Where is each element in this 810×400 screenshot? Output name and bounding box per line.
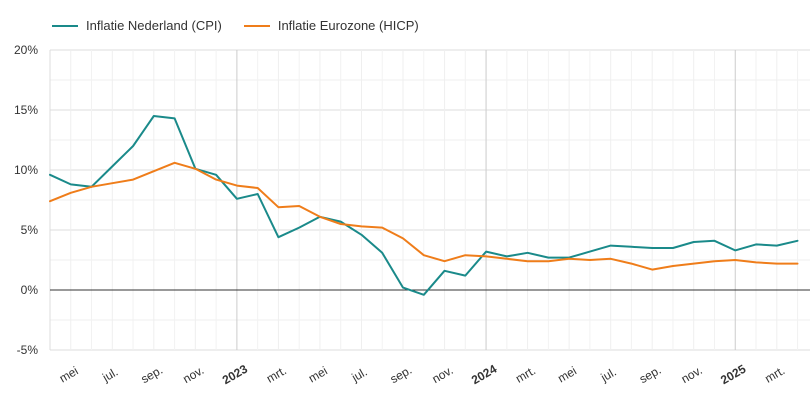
legend-swatch-nl xyxy=(52,24,78,27)
y-tick-label: 5% xyxy=(21,223,39,237)
x-tick-label: sep. xyxy=(139,363,166,386)
x-tick-label: mrt. xyxy=(762,363,787,385)
chart-legend: Inflatie Nederland (CPI) Inflatie Eurozo… xyxy=(52,18,419,33)
x-tick-label: nov. xyxy=(679,363,705,386)
legend-label-nl: Inflatie Nederland (CPI) xyxy=(86,18,222,33)
x-tick-label: mrt. xyxy=(264,363,289,385)
x-tick-label: 2024 xyxy=(469,362,499,388)
legend-label-eurozone: Inflatie Eurozone (HICP) xyxy=(277,18,419,33)
y-tick-label: -5% xyxy=(17,343,39,357)
x-tick-label: mei xyxy=(555,364,579,386)
series-line-eurozone-hicp xyxy=(49,161,799,271)
x-tick-label: jul. xyxy=(99,365,120,385)
x-tick-label: jul. xyxy=(348,365,369,385)
legend-item-nl[interactable]: Inflatie Nederland (CPI) xyxy=(52,18,222,33)
x-tick-label: 2025 xyxy=(718,362,748,388)
y-tick-label: 0% xyxy=(21,283,39,297)
y-tick-label: 15% xyxy=(14,103,38,117)
x-tick-label: nov. xyxy=(430,363,456,386)
legend-item-eurozone[interactable]: Inflatie Eurozone (HICP) xyxy=(243,18,419,33)
x-tick-label: 2023 xyxy=(220,362,250,388)
x-tick-label: jul. xyxy=(598,365,619,385)
x-tick-label: mei xyxy=(306,364,330,386)
x-tick-label: mei xyxy=(57,364,81,386)
series-line-nederland-cpi xyxy=(49,115,799,296)
x-tick-label: sep. xyxy=(637,363,664,386)
y-tick-label: 10% xyxy=(14,163,38,177)
x-tick-label: nov. xyxy=(180,363,206,386)
y-tick-label: 20% xyxy=(14,43,38,57)
x-tick-label: mrt. xyxy=(513,363,538,385)
legend-swatch-eurozone xyxy=(243,24,270,27)
x-tick-label: sep. xyxy=(388,363,415,386)
